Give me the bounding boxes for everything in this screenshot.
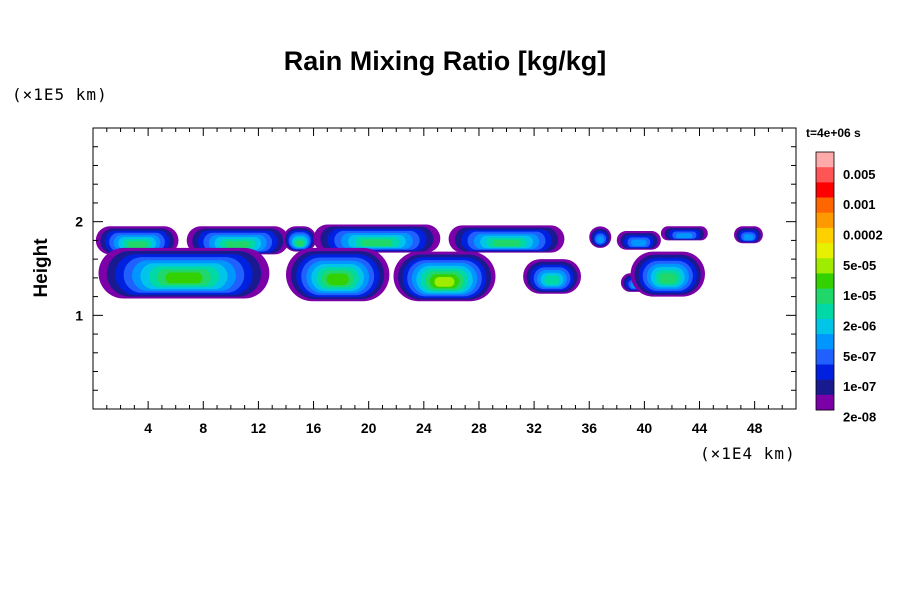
colorbar-swatch (816, 152, 834, 168)
rain-cell (448, 225, 565, 253)
x-tick-label: 28 (471, 420, 487, 436)
contour-level (165, 272, 203, 284)
colorbar-swatch (816, 318, 834, 335)
rain-cell (95, 226, 179, 255)
colorbar-swatch (816, 243, 834, 259)
colorbar-border (815, 151, 835, 411)
rain-cell (313, 224, 441, 253)
rain-cell (616, 231, 661, 250)
rain-cell (283, 226, 317, 252)
x-tick-label: 40 (637, 420, 653, 436)
contour-level (743, 234, 754, 241)
time-label: t=4e+06 s (806, 126, 861, 140)
colorbar-swatch (816, 182, 834, 198)
colorbar-label: 5e-07 (843, 349, 876, 364)
x-tick-label: 4 (144, 420, 152, 436)
x-tick-label: 20 (361, 420, 377, 436)
x-tick-label: 48 (747, 420, 763, 436)
rain-cell (630, 251, 705, 297)
contour-level (544, 275, 560, 285)
rain-cell (393, 251, 496, 302)
contour-level (225, 241, 250, 248)
contour-level (361, 239, 393, 247)
rain-cell (98, 247, 270, 299)
colorbar-swatch (816, 227, 834, 244)
rain-cell (734, 226, 763, 244)
rain-cell (589, 226, 612, 248)
contour-level (492, 239, 521, 247)
colorbar-swatch (816, 334, 834, 350)
x-axis-unit-label: (×1E4 km) (700, 444, 796, 463)
chart-title: Rain Mixing Ratio [kg/kg] (283, 46, 607, 76)
colorbar-swatch (816, 197, 834, 214)
colorbar-swatch (816, 212, 834, 229)
colorbar-label: 2e-08 (843, 410, 876, 425)
x-tick-label: 24 (416, 420, 432, 436)
contour-level (676, 233, 693, 239)
x-tick-label: 8 (199, 420, 207, 436)
contour-level (326, 273, 349, 286)
colorbar-swatch (816, 364, 834, 381)
x-tick-label: 32 (526, 420, 542, 436)
colorbar-label: 5e-05 (843, 258, 876, 273)
y-tick-label: 2 (75, 214, 83, 230)
colorbar: 0.005 0.001 0.0002 5e-05 1e-05 2e-06 5e-07 1e-0… (815, 151, 883, 425)
x-tick-label: 12 (251, 420, 267, 436)
colorbar-label: 0.0002 (843, 228, 883, 243)
x-tick-label: 44 (692, 420, 708, 436)
x-tick-label: 16 (306, 420, 322, 436)
contour-cells (95, 224, 763, 302)
colorbar-label: 1e-07 (843, 379, 876, 394)
rain-cell (286, 247, 390, 302)
colorbar-swatch (816, 167, 834, 183)
colorbar-swatch (816, 394, 834, 411)
colorbar-swatch (816, 303, 834, 320)
colorbar-swatch (816, 379, 834, 396)
colorbar-swatch (816, 258, 834, 274)
contour-level (434, 277, 455, 287)
contour-level (127, 241, 147, 248)
colorbar-swatch (816, 349, 834, 365)
plot-border (92, 127, 797, 410)
colorbar-swatch (816, 273, 834, 289)
contour-level (295, 240, 304, 247)
colorbar-swatch (816, 288, 834, 305)
colorbar-label: 2e-06 (843, 319, 876, 334)
y-axis-unit-label: (×1E5 km) (12, 85, 108, 104)
rain-cell (660, 226, 708, 241)
rain-cell (523, 259, 581, 294)
contour-level (631, 239, 647, 247)
colorbar-label: 1e-05 (843, 288, 876, 303)
x-tick-label: 36 (581, 420, 597, 436)
colorbar-label: 0.005 (843, 167, 876, 182)
colorbar-label: 0.001 (843, 197, 876, 212)
contour-level (658, 272, 677, 284)
rain-cell (186, 226, 289, 255)
contour-level (596, 235, 605, 244)
y-tick-label: 1 (75, 307, 83, 323)
